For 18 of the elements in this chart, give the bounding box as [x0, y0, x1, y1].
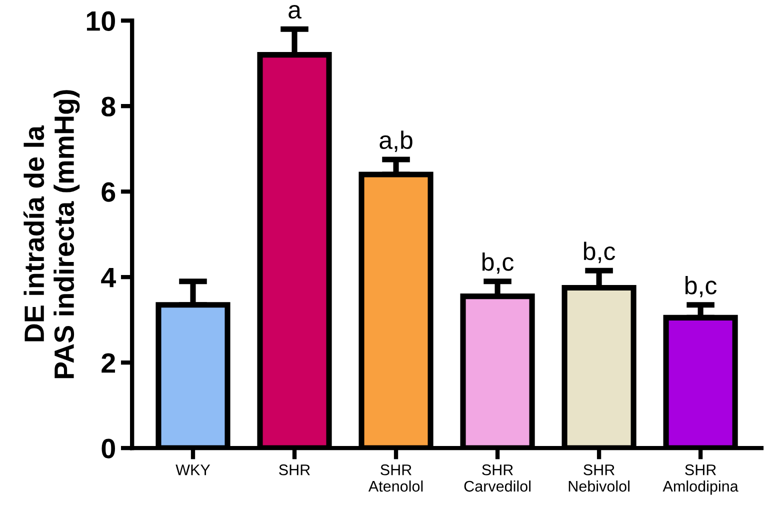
y-axis-title: DE intradía de la PAS indirecta (mmHg)	[23, 90, 80, 378]
y-tick-label: 0	[102, 438, 115, 458]
x-tick-label: SHR	[279, 464, 310, 476]
y-tick-label: 4	[101, 268, 116, 288]
annotation: b,c	[482, 252, 514, 274]
annotation: b,c	[685, 276, 717, 298]
x-tick-label: SHR Atenolol	[368, 464, 423, 492]
y-tick-label: 10	[86, 11, 115, 31]
y-tick-label: 2	[102, 353, 116, 373]
x-tick-label: WKY	[176, 464, 210, 476]
x-tick-label: SHR Nebivolol	[568, 464, 630, 492]
x-tick-label: SHR Carvedilol	[464, 464, 530, 492]
annotation: b,c	[584, 242, 616, 264]
x-tick-label: SHR Amlodipina	[662, 464, 738, 495]
annotation: a,b	[380, 130, 412, 152]
y-tick-label: 6	[102, 182, 116, 202]
annotation: a	[288, 4, 302, 19]
y-tick-label: 8	[102, 96, 116, 116]
